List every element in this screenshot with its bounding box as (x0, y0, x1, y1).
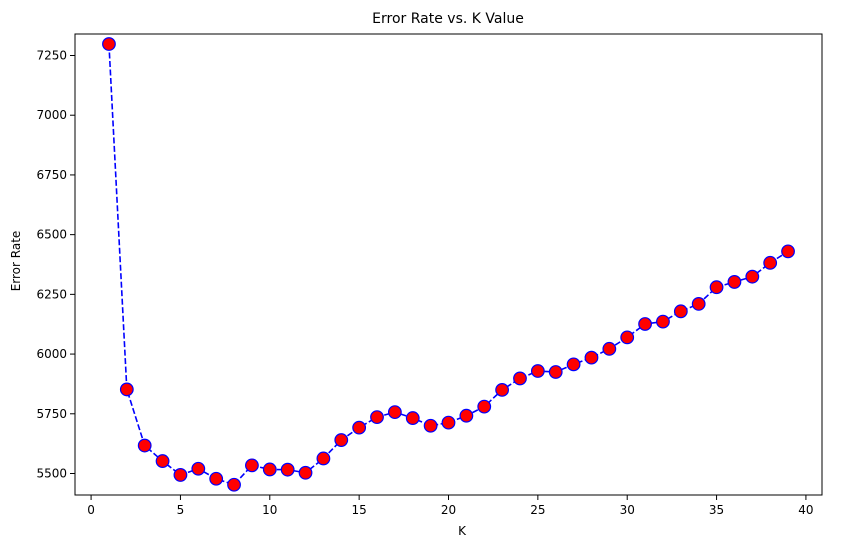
data-point (352, 420, 367, 435)
axes: 0 5 10 15 20 25 30 35 40 5500 5750 6000 6250 6500 6750… (36, 33, 823, 517)
chart-title: Error Rate vs. K Value (372, 11, 524, 27)
y-tick-label: 5500 (36, 467, 67, 481)
x-tick-label: 20 (441, 503, 456, 517)
y-tick-label: 5750 (36, 407, 67, 421)
x-tick-label: 40 (798, 503, 813, 517)
data-point (602, 341, 617, 356)
data-point (334, 433, 349, 447)
data-point (727, 275, 742, 289)
x-tick-label: 10 (262, 503, 277, 517)
y-tick-label: 6250 (36, 287, 67, 301)
data-point (495, 383, 510, 397)
data-point (638, 317, 652, 331)
data-point (745, 269, 760, 284)
data-point (423, 418, 438, 433)
data-point (155, 454, 170, 468)
data-point (620, 330, 635, 345)
data-point (584, 350, 599, 365)
x-tick-label: 30 (620, 503, 635, 517)
y-axis-label: Error Rate (9, 231, 23, 292)
data-point (191, 461, 206, 476)
x-tick-label: 25 (530, 503, 545, 517)
data-point (566, 357, 581, 372)
data-point (209, 471, 224, 486)
data-point (245, 458, 259, 473)
y-tick-label: 6750 (36, 168, 67, 182)
data-point (673, 304, 688, 319)
data-point (459, 408, 474, 423)
data-point (137, 438, 152, 453)
x-tick-label: 0 (87, 503, 95, 517)
y-tick-label: 6000 (36, 347, 67, 361)
data-point (119, 382, 134, 397)
data-point (387, 405, 402, 420)
x-tick-label: 5 (177, 503, 185, 517)
data-point (316, 451, 331, 466)
data-point (656, 314, 670, 329)
x-axis-label: K (458, 524, 467, 538)
x-tick-label: 35 (709, 503, 724, 517)
data-point (781, 244, 795, 259)
data-point (763, 255, 778, 270)
data-point (477, 399, 492, 414)
y-tick-label: 7250 (36, 48, 67, 62)
y-tick-label: 6500 (36, 228, 67, 242)
y-tick-label: 7000 (36, 108, 67, 122)
data-point (405, 411, 420, 425)
data-point (280, 462, 295, 477)
data-point (530, 364, 545, 378)
data-point (298, 465, 313, 480)
data-point (227, 477, 241, 492)
data-point (548, 365, 563, 379)
data-point (513, 371, 527, 386)
data-point (173, 468, 188, 482)
data-point (691, 297, 706, 311)
data-point (102, 37, 116, 51)
data-point (262, 462, 277, 477)
data-point (370, 410, 384, 425)
data-point (441, 415, 456, 430)
data-point (709, 280, 724, 295)
x-tick-label: 15 (352, 503, 367, 517)
